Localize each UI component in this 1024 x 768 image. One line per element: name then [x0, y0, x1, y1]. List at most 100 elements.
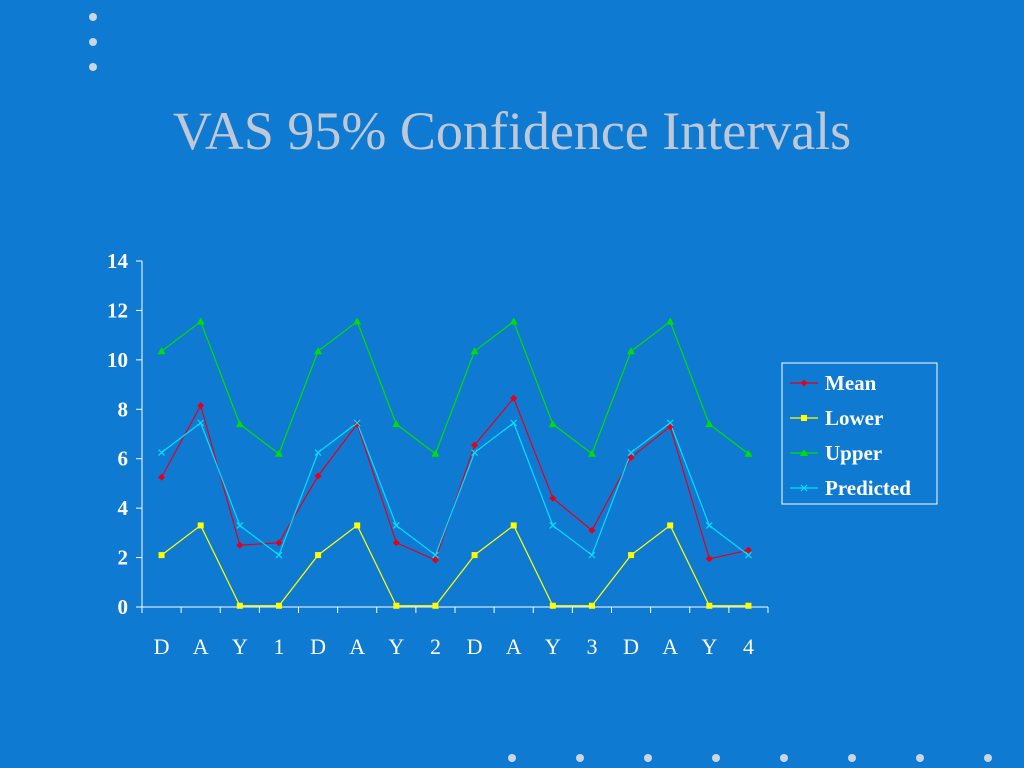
- data-point: [588, 602, 595, 609]
- data-point: [431, 556, 439, 564]
- y-tick-label: 14: [107, 249, 129, 273]
- data-point: [392, 420, 401, 428]
- data-point-stroke: [236, 522, 244, 529]
- data-point: [432, 602, 439, 609]
- data-point-stroke: [745, 551, 752, 559]
- data-point: [627, 347, 636, 355]
- data-point: [471, 441, 479, 449]
- data-point: [800, 449, 808, 456]
- data-point: [275, 551, 283, 559]
- data-point-stroke: [588, 551, 596, 559]
- data-point: [510, 522, 517, 529]
- data-point-stroke: [666, 419, 674, 427]
- data-point: [432, 551, 439, 559]
- series-line-predicted: [161, 421, 749, 557]
- legend-label: Predicted: [825, 476, 911, 500]
- data-point: [314, 449, 322, 456]
- x-tick-label: 1: [273, 634, 284, 659]
- data-point: [274, 449, 283, 457]
- data-point: [275, 602, 282, 609]
- decor-dot: [576, 754, 584, 762]
- series-line-upper: [161, 320, 749, 455]
- y-tick-label: 0: [118, 595, 129, 619]
- data-point: [196, 317, 205, 325]
- x-tick-label: 4: [743, 634, 754, 659]
- data-point: [628, 552, 635, 559]
- data-point-stroke: [275, 551, 283, 559]
- chart-legend: Mean Lower Upper Predicted: [781, 362, 938, 505]
- x-tick-label: A: [349, 634, 365, 659]
- data-point: [431, 449, 440, 457]
- y-tick-label: 10: [107, 348, 128, 372]
- data-point: [236, 541, 244, 549]
- data-point: [392, 522, 400, 529]
- decor-dot: [644, 754, 652, 762]
- decor-dot: [89, 63, 97, 71]
- legend-label: Lower: [825, 406, 883, 430]
- data-point-stroke: [158, 449, 165, 456]
- data-point-stroke: [705, 522, 713, 529]
- data-point: [158, 449, 165, 456]
- y-tick-label: 4: [118, 496, 129, 520]
- x-tick-label: 2: [430, 634, 441, 659]
- data-point: [627, 449, 635, 456]
- data-point: [745, 602, 752, 609]
- data-point: [705, 555, 713, 563]
- data-point: [392, 539, 400, 547]
- data-point: [706, 602, 713, 609]
- data-point: [744, 449, 753, 457]
- decor-dot: [89, 13, 97, 21]
- data-point: [588, 526, 596, 534]
- x-tick-label: Y: [545, 634, 561, 659]
- data-point-stroke: [549, 522, 557, 529]
- data-point: [353, 317, 362, 325]
- data-point: [744, 546, 752, 554]
- chart-plot-area: [157, 317, 753, 609]
- series-line-lower: [161, 524, 749, 607]
- data-point-stroke: [353, 419, 361, 427]
- data-point: [587, 449, 596, 457]
- decor-dot: [780, 754, 788, 762]
- decor-dot: [712, 754, 720, 762]
- data-point-stroke: [510, 419, 518, 427]
- x-tick-label: 3: [586, 634, 597, 659]
- y-tick-label: 8: [118, 397, 129, 421]
- data-point: [666, 419, 674, 427]
- data-point: [354, 522, 361, 529]
- data-point: [549, 494, 557, 502]
- data-point: [471, 552, 478, 559]
- data-point: [158, 473, 166, 481]
- data-point: [801, 415, 807, 421]
- data-point: [549, 602, 556, 609]
- data-point: [705, 420, 714, 428]
- decor-dot: [89, 38, 97, 46]
- decor-dot: [984, 754, 992, 762]
- data-point: [667, 522, 674, 529]
- data-point: [314, 472, 322, 480]
- data-point: [510, 419, 518, 427]
- data-point: [236, 602, 243, 609]
- data-point: [235, 420, 244, 428]
- data-point: [548, 420, 557, 428]
- x-tick-label: A: [662, 634, 678, 659]
- legend-label: Mean: [825, 371, 877, 395]
- data-point: [745, 551, 752, 559]
- data-point: [509, 317, 518, 325]
- data-point: [800, 484, 808, 492]
- data-point: [236, 522, 244, 529]
- data-point: [393, 602, 400, 609]
- data-point: [800, 379, 808, 387]
- decor-dot: [848, 754, 856, 762]
- data-point-stroke: [197, 419, 205, 427]
- x-tick-label: Y: [232, 634, 248, 659]
- data-point: [666, 317, 675, 325]
- x-tick-label: A: [506, 634, 522, 659]
- data-point: [157, 347, 166, 355]
- data-point: [549, 522, 557, 529]
- data-point: [197, 522, 204, 529]
- data-point: [470, 347, 479, 355]
- data-point: [353, 420, 361, 428]
- data-point: [353, 419, 361, 427]
- decor-dot: [508, 754, 516, 762]
